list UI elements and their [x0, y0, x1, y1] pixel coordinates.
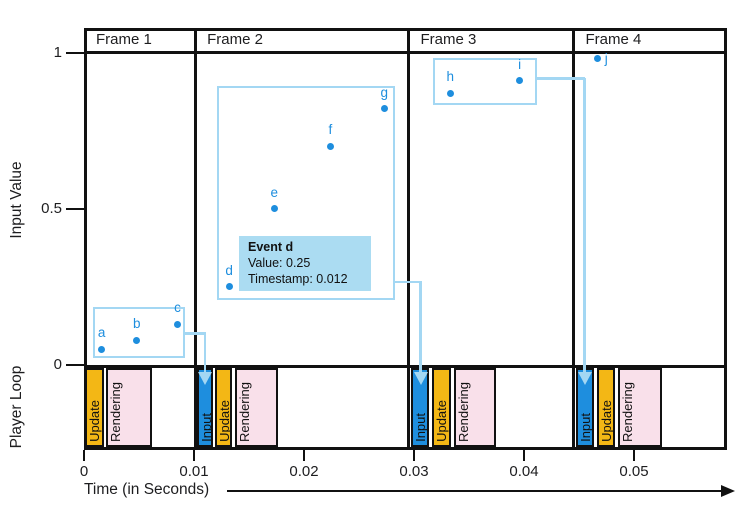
event-point-h[interactable]: [446, 89, 454, 97]
block-label: Update: [216, 400, 232, 442]
event-point-label: c: [174, 300, 181, 316]
rendering-block: Rendering: [453, 368, 497, 447]
event-point-j[interactable]: [594, 55, 602, 63]
event-point-label: d: [225, 262, 233, 278]
event-point-f[interactable]: [326, 142, 334, 150]
y-axis-tick: [66, 364, 84, 366]
frame-header-label: Frame 3: [420, 31, 477, 48]
event-group-rect: [92, 306, 186, 359]
tooltip-value: Value: 0.25: [248, 255, 311, 270]
arrow-right-icon: [721, 485, 735, 497]
event-point-label: g: [380, 84, 389, 100]
event-group-connector-horizontal: [185, 332, 206, 335]
rendering-block: Rendering: [617, 368, 662, 447]
block-label: Input: [577, 413, 593, 442]
block-label: Update: [433, 400, 449, 442]
update-block: Update: [596, 368, 616, 447]
arrow-down-icon: [577, 372, 592, 385]
x-axis-tick-label: 0.04: [509, 463, 539, 480]
x-axis-tick: [83, 450, 85, 461]
y-axis-title-input-value: Input Value: [8, 161, 25, 239]
event-group-connector-vertical: [203, 333, 207, 372]
x-axis-tick-label: 0.05: [619, 463, 649, 480]
event-group-rect: [217, 85, 396, 300]
y-axis-tick: [66, 207, 84, 210]
frame-boundary-line: [193, 28, 197, 450]
frame-boundary-line: [407, 28, 410, 450]
tooltip-timestamp: Timestamp: 0.012: [248, 271, 348, 286]
frame-header-label: Frame 1: [96, 31, 152, 48]
x-axis-tick-label: 0: [79, 463, 89, 480]
block-label: Input: [199, 413, 213, 442]
event-point-label: h: [446, 69, 455, 85]
y-axis-tick-label: 0.5: [41, 199, 62, 217]
event-point-e[interactable]: [270, 205, 278, 213]
block-label: Rendering: [455, 382, 471, 442]
rendering-block: Rendering: [234, 368, 278, 447]
block-label: Input: [412, 413, 428, 442]
input-value-plot-area: [84, 28, 727, 368]
time-axis-arrow: [227, 490, 721, 492]
x-axis-tick: [303, 450, 305, 461]
update-block: Update: [85, 368, 104, 447]
event-point-label: f: [328, 122, 333, 138]
event-point-label: b: [133, 316, 141, 331]
block-label: Rendering: [108, 382, 123, 442]
rendering-block: Rendering: [106, 368, 153, 447]
event-group-connector-horizontal: [537, 77, 586, 80]
block-label: Update: [87, 400, 103, 442]
event-point-label: e: [270, 184, 279, 200]
event-group-connector-vertical: [583, 78, 586, 372]
event-point-a[interactable]: [98, 345, 106, 353]
event-group-connector-horizontal: [395, 280, 422, 284]
update-block: Update: [431, 368, 452, 447]
x-axis-tick: [413, 450, 415, 461]
frame-header-label: Frame 2: [207, 31, 263, 48]
arrow-down-icon: [198, 372, 212, 385]
event-point-label: j: [604, 50, 608, 66]
event-point-c[interactable]: [174, 320, 181, 328]
event-point-b[interactable]: [133, 336, 141, 344]
update-block: Update: [214, 368, 233, 447]
block-label: Rendering: [236, 382, 252, 442]
event-point-i[interactable]: [516, 77, 524, 85]
y-axis-tick: [66, 51, 84, 54]
y-axis-title-player-loop: Player Loop: [8, 365, 25, 449]
x-axis-tick-label: 0.01: [179, 463, 209, 480]
x-axis-tick: [633, 450, 635, 461]
x-axis-title: Time (in Seconds): [84, 481, 210, 498]
event-point-d[interactable]: [225, 283, 233, 291]
x-axis-tick: [193, 450, 195, 461]
arrow-down-icon: [413, 372, 428, 385]
event-group-connector-vertical: [419, 281, 422, 372]
x-axis-tick-label: 0.03: [399, 463, 429, 480]
y-axis-tick-label: 1: [53, 43, 62, 61]
x-axis-tick: [523, 450, 525, 461]
event-d-tooltip: Event d Value: 0.25 Timestamp: 0.012: [239, 236, 371, 292]
block-label: Update: [598, 400, 614, 442]
event-point-label: a: [97, 325, 106, 341]
frame-header-separator-line: [84, 51, 727, 54]
frame-boundary-line: [572, 28, 575, 450]
event-point-label: i: [518, 56, 522, 72]
frame-header-label: Frame 4: [585, 31, 642, 48]
event-point-g[interactable]: [380, 105, 388, 113]
x-axis-tick-label: 0.02: [289, 463, 319, 480]
event-group-rect: [432, 58, 538, 105]
block-label: Rendering: [619, 382, 635, 442]
y-axis-tick-label: 0: [53, 356, 62, 373]
tooltip-title: Event d: [248, 240, 294, 254]
